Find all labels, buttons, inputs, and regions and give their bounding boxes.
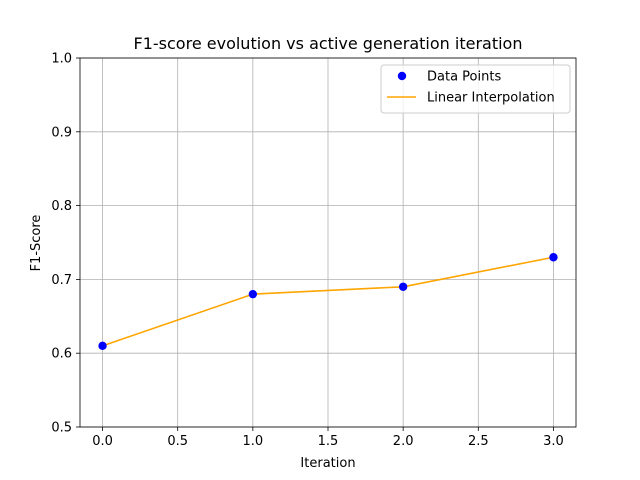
legend-label: Data Points — [427, 70, 501, 85]
x-tick-label: 2.5 — [468, 434, 489, 449]
y-tick-label: 1.0 — [51, 52, 72, 67]
x-axis-label: Iteration — [300, 456, 355, 471]
data-point — [248, 289, 258, 299]
y-axis: 0.5 0.6 0.7 0.8 0.9 1.0 — [51, 52, 80, 436]
y-tick-label: 0.5 — [51, 421, 72, 436]
data-point — [398, 282, 408, 291]
y-tick-label: 0.8 — [51, 199, 72, 214]
legend-box — [380, 64, 571, 114]
x-axis: 0.0 0.5 1.0 1.5 2.0 2.5 3.0 — [92, 427, 564, 449]
x-tick-label: 3.0 — [543, 434, 564, 449]
legend-label: Linear Interpolation — [427, 91, 555, 106]
chart-title: F1-score evolution vs active generation … — [134, 34, 523, 53]
series-layer — [98, 253, 558, 351]
y-tick-label: 0.9 — [51, 125, 72, 140]
x-tick-label: 0.0 — [92, 434, 113, 449]
data-point — [549, 253, 558, 262]
x-tick-label: 0.5 — [167, 434, 188, 449]
x-tick-label: 2.0 — [393, 434, 414, 449]
y-tick-label: 0.6 — [51, 347, 72, 362]
legend-marker-data-points — [397, 71, 407, 81]
series-line-linear-interpolation — [102, 256, 554, 347]
y-axis-label: F1-Score — [29, 215, 44, 272]
x-tick-label: 1.0 — [243, 434, 264, 449]
data-point — [98, 341, 107, 351]
x-tick-label: 1.5 — [318, 434, 339, 449]
legend: Data Points Linear Interpolation — [380, 64, 571, 114]
y-tick-label: 0.7 — [51, 273, 72, 288]
